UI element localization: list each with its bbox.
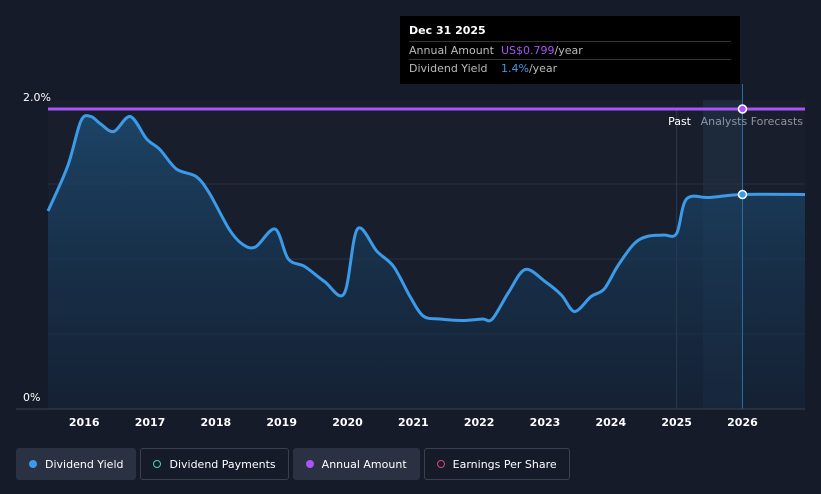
x-tick-label: 2022 [464, 416, 495, 429]
dividend-yield-area [48, 115, 805, 409]
y-tick-label: 2.0% [23, 91, 51, 104]
tooltip-dividend-yield-label: Dividend Yield [409, 62, 488, 75]
annual-amount-dot-icon [305, 460, 314, 468]
x-axis-labels: 2016 2017 2018 2019 2020 2021 2022 2023 2024 2025… [69, 416, 758, 429]
analysts-forecasts-label: Analysts Forecasts [701, 115, 804, 128]
x-tick-label: 2024 [596, 416, 627, 429]
tooltip-row-dividend-yield: Dividend Yield 1.4%/year [409, 59, 731, 77]
past-label: Past [668, 115, 692, 128]
tooltip-annual-amount-value: US$0.799 [501, 44, 555, 57]
tooltip-dividend-yield-unit: /year [528, 62, 558, 75]
x-tick-label: 2018 [201, 416, 232, 429]
tooltip-row-annual-amount: Annual Amount US$0.799/year [409, 41, 731, 59]
tooltip-date: Dec 31 2025 [409, 24, 486, 37]
tooltip-dividend-yield-value: 1.4% [501, 62, 529, 75]
x-tick-label: 2021 [398, 416, 429, 429]
legend: Dividend Yield Dividend Payments Annual … [16, 448, 570, 480]
dividend-yield-line [46, 114, 806, 323]
dividend-yield-dot-icon [29, 460, 37, 468]
earnings-per-share-ring-icon [436, 460, 445, 468]
x-tick-label: 2016 [69, 416, 100, 429]
legend-earnings-per-share-label: Earnings Per Share [452, 457, 557, 471]
x-tick-label: 2023 [530, 416, 561, 429]
legend-dividend-yield[interactable]: Dividend Yield [16, 448, 137, 480]
legend-earnings-per-share[interactable]: Earnings Per Share [423, 448, 570, 480]
legend-dividend-yield-label: Dividend Yield [45, 457, 124, 471]
tooltip-annual-amount-unit: /year [554, 44, 583, 57]
x-tick-label: 2017 [135, 416, 166, 429]
tooltip: Dec 31 2025 Annual Amount US$0.799/year … [400, 16, 740, 84]
legend-dividend-payments-label: Dividend Payments [169, 457, 276, 471]
annual-amount-marker [737, 104, 748, 114]
y-tick-label: 0% [23, 391, 40, 404]
y-axis-labels: 2.0% 0% [23, 91, 51, 404]
legend-dividend-payments[interactable]: Dividend Payments [140, 448, 289, 480]
x-tick-label: 2019 [266, 416, 297, 429]
tooltip-annual-amount-label: Annual Amount [409, 44, 494, 57]
dividend-yield-marker [737, 189, 748, 200]
x-tick-label: 2025 [661, 416, 692, 429]
dividend-payments-ring-icon [153, 460, 162, 468]
legend-annual-amount[interactable]: Annual Amount [292, 448, 420, 480]
x-tick-label: 2026 [727, 416, 758, 429]
legend-annual-amount-label: Annual Amount [321, 457, 407, 471]
x-tick-label: 2020 [332, 416, 363, 429]
